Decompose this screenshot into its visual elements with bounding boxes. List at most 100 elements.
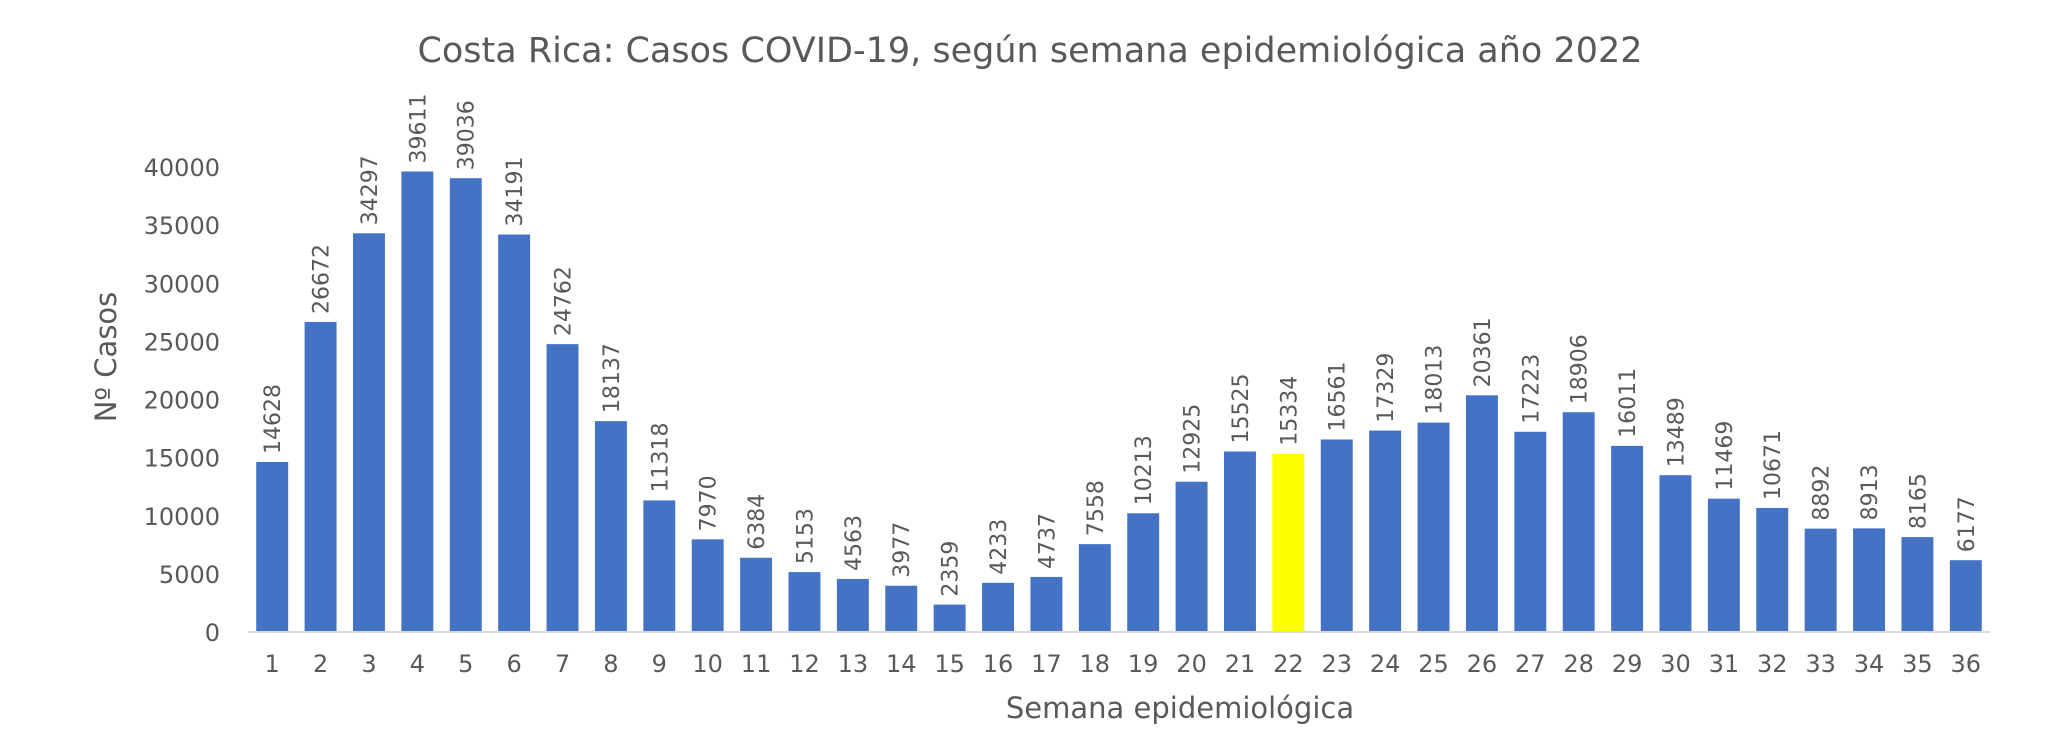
data-label: 8913 <box>1858 464 1883 520</box>
bar-highlighted <box>1272 453 1305 632</box>
data-label: 8165 <box>1906 473 1931 529</box>
data-label: 15334 <box>1277 376 1302 446</box>
x-tick-label: 12 <box>789 650 820 678</box>
x-tick-label: 30 <box>1660 650 1691 678</box>
data-label: 24762 <box>552 266 577 336</box>
data-label: 15525 <box>1229 374 1254 444</box>
x-tick-label: 5 <box>458 650 473 678</box>
data-label: 6177 <box>1955 496 1980 552</box>
bar <box>401 171 434 632</box>
x-tick-label: 4 <box>410 650 425 678</box>
bar <box>546 344 579 632</box>
bar <box>1659 475 1692 632</box>
data-label: 4233 <box>987 519 1012 575</box>
bar <box>885 585 918 632</box>
bar <box>1030 576 1063 632</box>
bars-group <box>256 171 1982 633</box>
bar <box>836 578 869 632</box>
x-tick-label: 14 <box>886 650 917 678</box>
x-tick-label: 21 <box>1225 650 1256 678</box>
bar <box>449 178 482 633</box>
data-label: 18013 <box>1423 345 1448 415</box>
bar <box>1562 412 1595 632</box>
data-label: 4563 <box>842 515 867 571</box>
x-tick-label: 7 <box>555 650 570 678</box>
bar <box>982 582 1014 632</box>
x-tick-label: 22 <box>1273 650 1304 678</box>
data-label: 17329 <box>1374 353 1399 423</box>
x-tick-label: 13 <box>838 650 869 678</box>
data-label: 2359 <box>939 541 964 597</box>
bar <box>304 321 337 632</box>
data-label: 4737 <box>1035 513 1060 569</box>
x-tick-label: 10 <box>692 650 723 678</box>
bar <box>1707 498 1740 632</box>
y-tick-label: 15000 <box>144 445 220 473</box>
x-axis-title: Semana epidemiológica <box>1006 691 1354 725</box>
y-tick-label: 30000 <box>144 270 220 298</box>
x-tick-label: 28 <box>1563 650 1594 678</box>
bar <box>1369 430 1402 632</box>
x-tick-label: 17 <box>1031 650 1062 678</box>
x-tick-label: 16 <box>983 650 1014 678</box>
data-label: 11318 <box>648 422 673 492</box>
bar <box>1175 481 1208 632</box>
data-label: 11469 <box>1713 421 1738 491</box>
data-label: 16561 <box>1326 361 1351 431</box>
bar <box>1949 560 1982 632</box>
bar <box>1417 422 1450 632</box>
y-tick-label: 25000 <box>144 328 220 356</box>
y-tick-label: 10000 <box>144 503 220 531</box>
data-label: 8892 <box>1810 465 1835 521</box>
x-tick-label: 36 <box>1951 650 1982 678</box>
data-label: 7970 <box>697 475 722 531</box>
bar <box>1611 445 1644 632</box>
data-label: 20361 <box>1471 317 1496 387</box>
x-tick-label: 34 <box>1854 650 1885 678</box>
y-tick-label: 40000 <box>144 154 220 182</box>
x-tick-label: 2 <box>313 650 328 678</box>
x-tick-label: 15 <box>934 650 965 678</box>
data-label: 16011 <box>1616 368 1641 438</box>
bar <box>1320 439 1353 632</box>
data-label: 18137 <box>600 343 625 413</box>
data-label: 13489 <box>1664 397 1689 467</box>
bar <box>1804 528 1837 632</box>
x-tick-label: 23 <box>1321 650 1352 678</box>
y-tick-label: 0 <box>205 619 220 647</box>
bar <box>256 461 289 632</box>
y-tick-label: 20000 <box>144 387 220 415</box>
x-tick-label: 19 <box>1128 650 1159 678</box>
x-tick-label: 11 <box>741 650 772 678</box>
bar <box>643 500 676 632</box>
bar <box>1853 528 1885 632</box>
data-label: 34191 <box>503 157 528 227</box>
y-axis-ticks: 0 5000 10000 15000 20000 25000 30000 35000 40000 <box>144 154 220 647</box>
y-tick-label: 5000 <box>159 561 220 589</box>
y-tick-label: 35000 <box>144 212 220 240</box>
data-label: 5153 <box>793 508 818 564</box>
y-axis-title: Nº Casos <box>89 292 123 423</box>
x-tick-label: 25 <box>1418 650 1449 678</box>
data-label: 39611 <box>406 94 431 164</box>
bar <box>1756 507 1789 632</box>
bar <box>1901 537 1934 632</box>
x-tick-label: 32 <box>1757 650 1788 678</box>
data-label: 17223 <box>1519 354 1544 424</box>
chart-title: Costa Rica: Casos COVID-19, según semana… <box>417 31 1642 71</box>
bar <box>1465 395 1498 632</box>
x-tick-label: 27 <box>1515 650 1546 678</box>
bar <box>1514 431 1547 632</box>
bar <box>933 604 966 632</box>
data-label: 39036 <box>455 100 480 170</box>
bar <box>498 234 531 632</box>
data-label: 10213 <box>1132 435 1157 505</box>
x-tick-label: 20 <box>1176 650 1207 678</box>
bar <box>788 572 821 632</box>
data-label: 6384 <box>745 494 770 550</box>
x-tick-label: 24 <box>1370 650 1401 678</box>
bar <box>1127 513 1160 632</box>
x-tick-label: 6 <box>506 650 521 678</box>
